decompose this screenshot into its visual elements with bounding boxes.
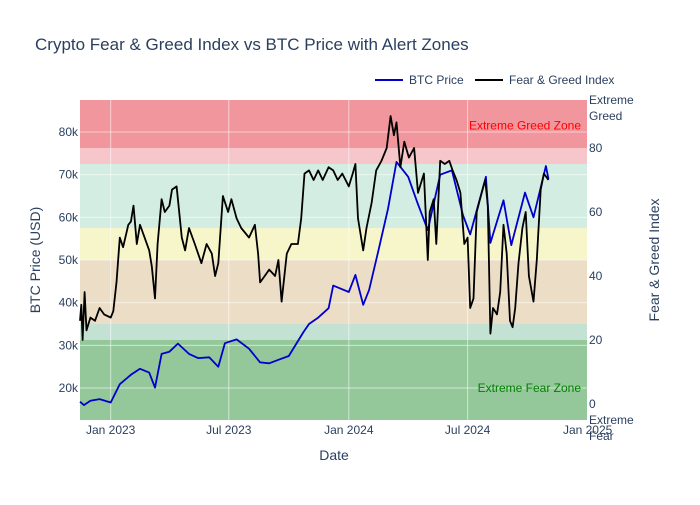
y-left-tick-label: 40k: [59, 296, 79, 310]
legend-item-btc-price[interactable]: BTC Price: [375, 73, 464, 87]
annotation-extreme-greed-zone: Extreme Greed Zone: [469, 119, 581, 133]
y-left-tick-label: 20k: [59, 381, 79, 395]
y-right-tick-label: 20: [589, 333, 603, 347]
y-right-tick-label: 80: [589, 141, 603, 155]
zone-band-2: [80, 164, 587, 228]
legend-label-btc-price: BTC Price: [409, 73, 464, 87]
zone-band-4: [80, 260, 587, 324]
series-line-btc-price: [79, 161, 550, 406]
y-axis-left-title: BTC Price (USD): [27, 207, 43, 314]
zone-band-1: [80, 148, 587, 164]
y-right-tick-label: 0: [589, 397, 596, 411]
legend-item-fear-greed-index[interactable]: Fear & Greed Index: [475, 73, 614, 87]
zone-annotations: Extreme Greed Zone Extreme Fear Zone: [469, 119, 581, 395]
y-right-category-label: Extreme Greed: [589, 93, 634, 123]
series-line-fear-greed-index: [79, 115, 550, 341]
legend-label-fear-greed-index: Fear & Greed Index: [509, 73, 614, 87]
chart-title: Crypto Fear & Greed Index vs BTC Price w…: [35, 35, 469, 54]
y-right-tick-label: 40: [589, 269, 603, 283]
x-tick-label: Jan 2025: [563, 423, 613, 437]
y-axis-right-title: Fear & Greed Index: [646, 199, 662, 322]
x-tick-label: Jan 2023: [86, 423, 136, 437]
zone-band-5: [80, 324, 587, 340]
y-right-tick-label: 60: [589, 205, 603, 219]
y-left-tick-label: 50k: [59, 253, 79, 267]
x-tick-label: Jul 2023: [206, 423, 252, 437]
y-left-tick-label: 70k: [59, 168, 79, 182]
y-left-tick-label: 80k: [59, 125, 79, 139]
y-right-category-label: Extreme Fear: [589, 413, 634, 443]
x-tick-label: Jan 2024: [324, 423, 374, 437]
annotation-extreme-fear-zone: Extreme Fear Zone: [478, 381, 582, 395]
axes: Jan 2023 Jul 2023 Jan 2024 Jul 2024 Jan 2025…: [59, 93, 634, 443]
zone-band-0: [80, 100, 587, 148]
x-axis-title: Date: [319, 447, 349, 463]
y-left-tick-label: 60k: [59, 210, 79, 224]
legend[interactable]: BTC Price Fear & Greed Index: [375, 73, 614, 87]
x-tick-label: Jul 2024: [445, 423, 491, 437]
y-left-tick-label: 30k: [59, 338, 79, 352]
series: [79, 115, 550, 406]
